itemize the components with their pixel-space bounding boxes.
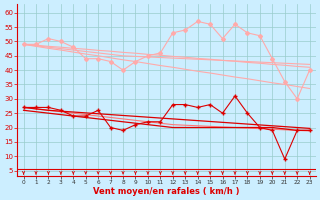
X-axis label: Vent moyen/en rafales ( km/h ): Vent moyen/en rafales ( km/h ) xyxy=(93,187,240,196)
